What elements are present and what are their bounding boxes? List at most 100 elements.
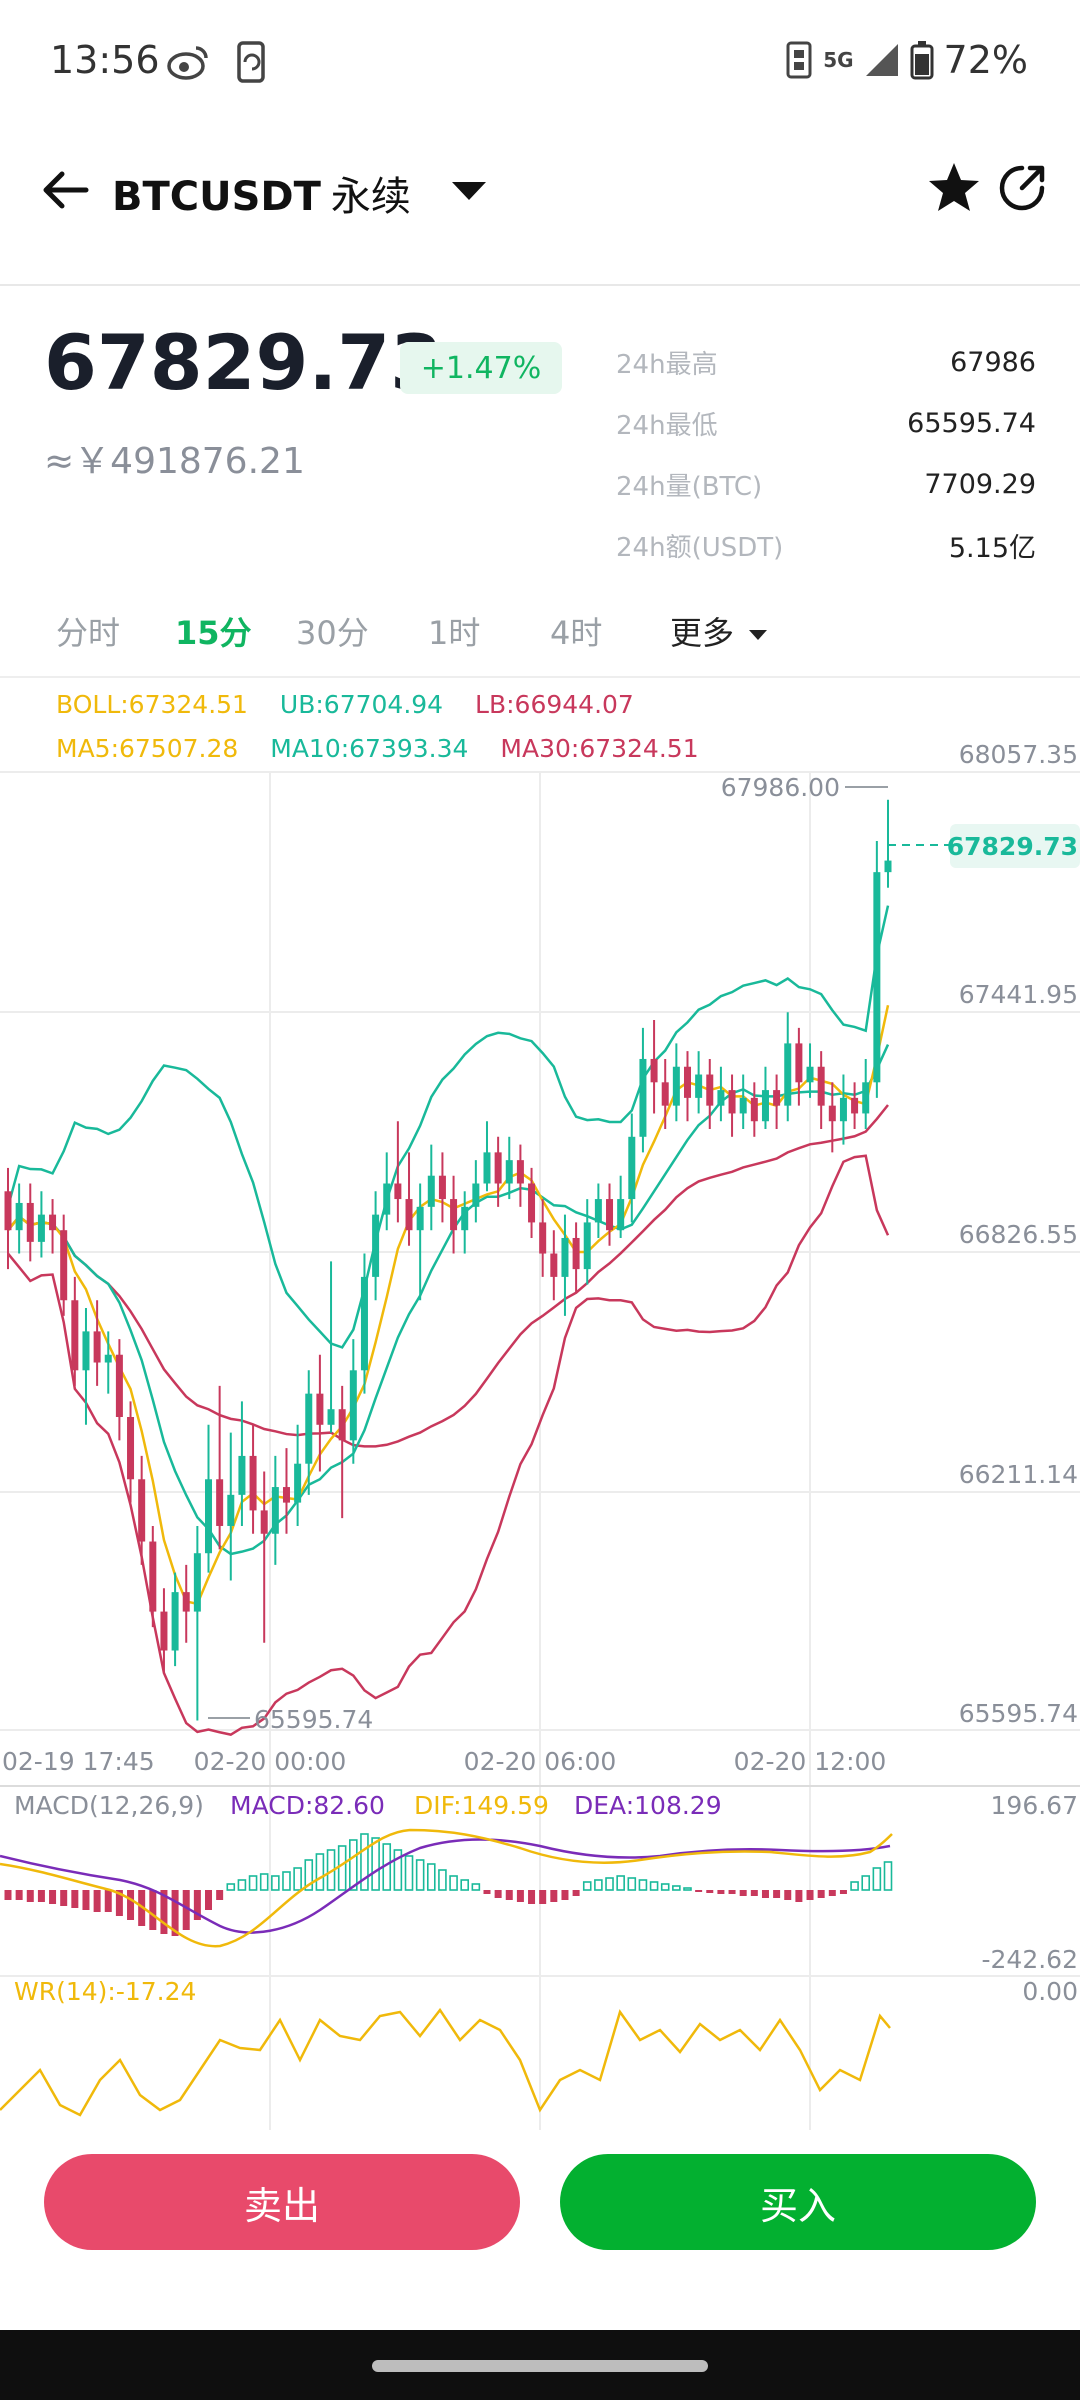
stat-row-high: 24h最高 67986 <box>616 332 1036 393</box>
time-axis-label: 02-20 00:00 <box>194 1747 347 1776</box>
wr-axis-top: 0.00 <box>1022 1977 1078 2006</box>
candle-body <box>695 1074 703 1098</box>
macd-bar <box>37 1890 45 1902</box>
candle-body <box>238 1455 246 1495</box>
cny-price: ≈￥491876.21 <box>44 441 305 482</box>
candle-body <box>650 1058 658 1083</box>
macd-bar <box>817 1890 825 1898</box>
candle-body <box>37 1214 45 1242</box>
tab-4h[interactable]: 4时 <box>550 614 603 652</box>
candle-body <box>171 1592 179 1651</box>
tab-1h[interactable]: 1时 <box>428 614 481 652</box>
macd-bar <box>672 1885 681 1891</box>
sell-button[interactable]: 卖出 <box>44 2154 520 2250</box>
candle-body <box>461 1206 469 1231</box>
ma5-value: MA5:67507.28 <box>56 734 239 763</box>
candle-body <box>160 1611 168 1651</box>
tab-more[interactable]: 更多 <box>670 608 768 654</box>
candle-body <box>873 872 881 1083</box>
macd-bar <box>839 1890 847 1894</box>
macd-bar <box>216 1890 224 1900</box>
macd-histogram <box>4 1833 893 1936</box>
time-axis-label: 02-19 17:45 <box>2 1747 155 1776</box>
candle-body <box>561 1237 569 1277</box>
macd-bar <box>415 1859 425 1891</box>
macd-bar <box>528 1890 536 1904</box>
home-handle[interactable] <box>372 2360 708 2372</box>
candle-body <box>750 1097 758 1122</box>
macd-bar <box>471 1883 481 1891</box>
star-icon[interactable] <box>926 160 982 216</box>
change-badge: +1.47% <box>400 342 562 394</box>
macd-axis-bottom: -242.62 <box>982 1945 1079 1974</box>
candle-body <box>327 1409 335 1425</box>
candle-body <box>216 1479 224 1526</box>
symbol-title[interactable]: BTCUSDT 永续 <box>112 164 411 222</box>
buy-button[interactable]: 买入 <box>560 2154 1036 2250</box>
macd-bar <box>360 1833 369 1891</box>
stat-row-low: 24h最低 65595.74 <box>616 393 1036 454</box>
candle-body <box>305 1393 313 1464</box>
dif-value: DIF:149.59 <box>414 1791 549 1820</box>
macd-bar <box>660 1883 670 1891</box>
candle-body <box>784 1043 792 1106</box>
stat-row-volume: 24h量(BTC) 7709.29 <box>616 454 1036 515</box>
macd-bar <box>582 1881 592 1891</box>
tab-timeshare[interactable]: 分时 <box>56 614 121 652</box>
macd-bar <box>883 1861 893 1891</box>
macd-bar <box>349 1839 358 1891</box>
candle-body <box>528 1183 536 1223</box>
macd-bar <box>115 1890 123 1916</box>
last-price: 67829.73 <box>44 318 444 407</box>
dea-value: DEA:108.29 <box>574 1791 722 1820</box>
macd-bar <box>795 1890 803 1902</box>
candle-body <box>795 1043 803 1083</box>
price-axis-label: 65595.74 <box>959 1699 1078 1728</box>
macd-bar <box>850 1881 859 1891</box>
caret-down-icon[interactable] <box>450 176 488 206</box>
candle-body <box>550 1253 558 1277</box>
candle-body <box>372 1214 380 1277</box>
candle-body <box>349 1370 357 1441</box>
macd-bar <box>539 1890 547 1904</box>
macd-bar <box>572 1890 580 1896</box>
macd-bar <box>271 1875 280 1891</box>
macd-value: MACD:82.60 <box>230 1791 385 1820</box>
macd-bar <box>806 1890 814 1900</box>
macd-bar <box>182 1890 190 1930</box>
share-icon[interactable] <box>996 162 1048 214</box>
candle-body <box>15 1202 23 1231</box>
candle-body <box>282 1487 290 1503</box>
candle-body <box>205 1479 213 1554</box>
ma10-value: MA10:67393.34 <box>270 734 469 763</box>
candle-body <box>138 1479 146 1542</box>
ma-legend: MA5:67507.28 MA10:67393.34 MA30:67324.51 <box>56 734 723 763</box>
macd-bar <box>127 1890 135 1920</box>
candle-body <box>4 1191 12 1231</box>
stat-label: 24h最高 <box>616 350 718 380</box>
boll-legend: BOLL:67324.51 UB:67704.94 LB:66944.07 <box>56 690 658 719</box>
system-nav-bar <box>0 2330 1080 2400</box>
macd-bar <box>282 1871 291 1891</box>
kline-chart[interactable]: 68057.35 67441.95 66826.55 66211.14 6559… <box>0 730 1080 2130</box>
macd-bar <box>460 1879 470 1891</box>
candle-body <box>728 1090 736 1114</box>
tab-30m[interactable]: 30分 <box>296 614 369 652</box>
macd-bar <box>426 1863 436 1891</box>
candle-body <box>817 1066 825 1106</box>
back-arrow-icon[interactable] <box>38 162 94 218</box>
candle-body <box>572 1237 580 1270</box>
macd-bar <box>594 1879 603 1891</box>
tab-more-label: 更多 <box>670 614 735 652</box>
macd-bar <box>237 1879 247 1891</box>
tab-15m[interactable]: 15分 <box>175 614 252 652</box>
macd-bar <box>561 1890 569 1900</box>
macd-bar <box>449 1875 458 1891</box>
candle-body <box>394 1183 402 1200</box>
macd-bar <box>750 1890 758 1896</box>
candle-body <box>828 1105 836 1122</box>
macd-bar <box>550 1890 558 1902</box>
macd-bar <box>638 1879 648 1891</box>
candle-body <box>149 1541 157 1612</box>
macd-bar <box>49 1890 57 1904</box>
